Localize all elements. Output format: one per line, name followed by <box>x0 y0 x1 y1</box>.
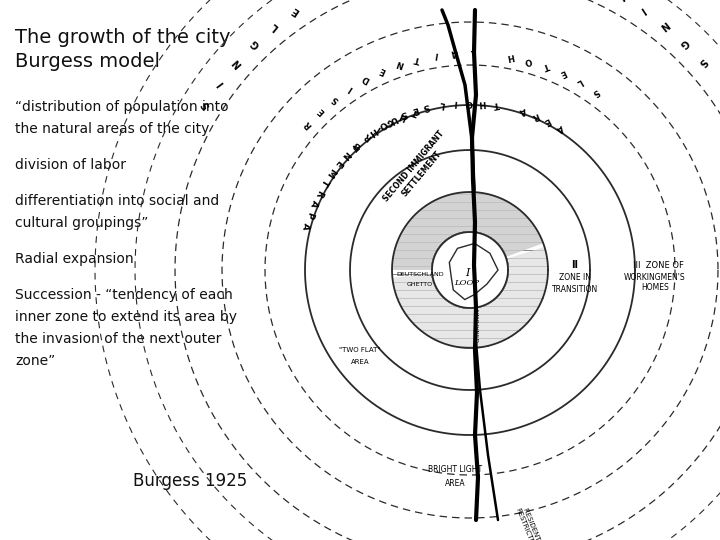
Text: T: T <box>414 53 422 63</box>
Text: L: L <box>269 21 280 32</box>
Text: I: I <box>346 83 354 92</box>
Text: E: E <box>559 68 567 78</box>
Text: E: E <box>410 104 419 114</box>
Text: “distribution of population into: “distribution of population into <box>15 100 229 114</box>
Text: G: G <box>248 37 261 50</box>
Text: AREA: AREA <box>445 478 465 488</box>
Text: H: H <box>479 98 486 107</box>
Text: LOOP: LOOP <box>454 279 480 287</box>
Text: E: E <box>316 106 326 116</box>
Text: P: P <box>304 210 315 219</box>
Text: A: A <box>300 221 311 231</box>
Text: CHINATOWN: CHINATOWN <box>475 308 480 342</box>
Text: I: I <box>215 79 225 87</box>
Text: L: L <box>470 48 476 57</box>
Text: E: E <box>290 5 302 17</box>
Text: A: A <box>518 105 527 116</box>
Text: L: L <box>438 99 445 109</box>
Text: T: T <box>348 140 359 151</box>
Text: R: R <box>302 119 313 130</box>
Text: ZONE IN: ZONE IN <box>559 273 591 282</box>
Text: Burgess model: Burgess model <box>15 52 160 71</box>
Text: E: E <box>379 65 387 76</box>
Text: RESTRICTED: RESTRICTED <box>514 507 536 540</box>
Text: division of labor: division of labor <box>15 158 126 172</box>
Text: U: U <box>387 113 398 124</box>
Polygon shape <box>432 232 508 308</box>
Text: Burgess 1925: Burgess 1925 <box>133 472 247 490</box>
Polygon shape <box>432 232 508 308</box>
Text: O: O <box>523 55 533 65</box>
Text: M: M <box>325 166 337 179</box>
Text: T: T <box>541 60 550 71</box>
Text: I: I <box>638 5 647 15</box>
Polygon shape <box>392 247 548 348</box>
Text: I: I <box>434 50 438 59</box>
Text: S: S <box>399 108 408 119</box>
Text: N: N <box>230 56 243 69</box>
Text: T: T <box>492 99 500 109</box>
Text: The growth of the city: The growth of the city <box>15 28 230 47</box>
Polygon shape <box>449 244 498 300</box>
Text: DEUTSCHLAND: DEUTSCHLAND <box>396 273 444 278</box>
Text: I: I <box>454 98 457 107</box>
Text: G: G <box>465 98 472 106</box>
Text: III  ZONE OF: III ZONE OF <box>633 260 683 269</box>
Text: HOMES: HOMES <box>641 284 669 293</box>
Text: H: H <box>366 125 378 137</box>
Text: E: E <box>333 158 343 168</box>
Text: GHETTO: GHETTO <box>407 282 433 287</box>
Text: H: H <box>398 111 408 122</box>
Text: H: H <box>506 51 514 61</box>
Text: R: R <box>363 131 374 142</box>
Text: SECOND IMMIGRANT
SETTLEMENT: SECOND IMMIGRANT SETTLEMENT <box>382 130 454 211</box>
Text: RESIDENTIAL DISTRICT: RESIDENTIAL DISTRICT <box>523 507 557 540</box>
Text: N: N <box>340 148 351 160</box>
Text: inner zone to extend its area by: inner zone to extend its area by <box>15 310 237 324</box>
Text: A: A <box>451 48 458 57</box>
Text: A: A <box>308 199 319 208</box>
Polygon shape <box>392 192 544 270</box>
Text: Radial expansion: Radial expansion <box>15 252 134 266</box>
Text: I: I <box>465 268 469 278</box>
Text: I: I <box>375 124 383 133</box>
Text: S: S <box>422 100 431 111</box>
Text: differentiation into social and: differentiation into social and <box>15 194 220 208</box>
Text: the invasion of the next outer: the invasion of the next outer <box>15 332 221 346</box>
Text: BRIGHT LIGHT: BRIGHT LIGHT <box>428 465 482 475</box>
Text: G: G <box>678 36 690 49</box>
Text: S: S <box>330 93 341 104</box>
Text: II: II <box>572 260 578 270</box>
Text: S: S <box>696 55 708 67</box>
Text: S: S <box>590 86 600 97</box>
Text: WORKINGMEN'S: WORKINGMEN'S <box>624 273 686 281</box>
Text: D: D <box>361 73 372 84</box>
Text: Succession - “tendency of each: Succession - “tendency of each <box>15 288 233 302</box>
Text: zone”: zone” <box>15 354 55 368</box>
Text: S: S <box>199 99 212 110</box>
Text: L: L <box>615 0 625 2</box>
Text: TRANSITION: TRANSITION <box>552 285 598 294</box>
Text: N: N <box>657 19 670 32</box>
Text: R: R <box>313 188 324 198</box>
Text: B: B <box>352 140 363 151</box>
Text: G: G <box>386 116 396 127</box>
Text: A: A <box>554 122 564 133</box>
Text: T: T <box>319 178 330 187</box>
Text: N: N <box>395 58 405 69</box>
Text: O: O <box>377 118 388 130</box>
Text: T: T <box>411 106 420 116</box>
Text: "TWO FLAT": "TWO FLAT" <box>339 347 381 353</box>
Text: AREA: AREA <box>351 359 369 365</box>
Text: the natural areas of the city: the natural areas of the city <box>15 122 210 136</box>
Text: cultural groupings”: cultural groupings” <box>15 216 148 230</box>
Text: L: L <box>575 76 584 86</box>
Text: E: E <box>543 116 552 126</box>
Text: R: R <box>530 110 540 120</box>
